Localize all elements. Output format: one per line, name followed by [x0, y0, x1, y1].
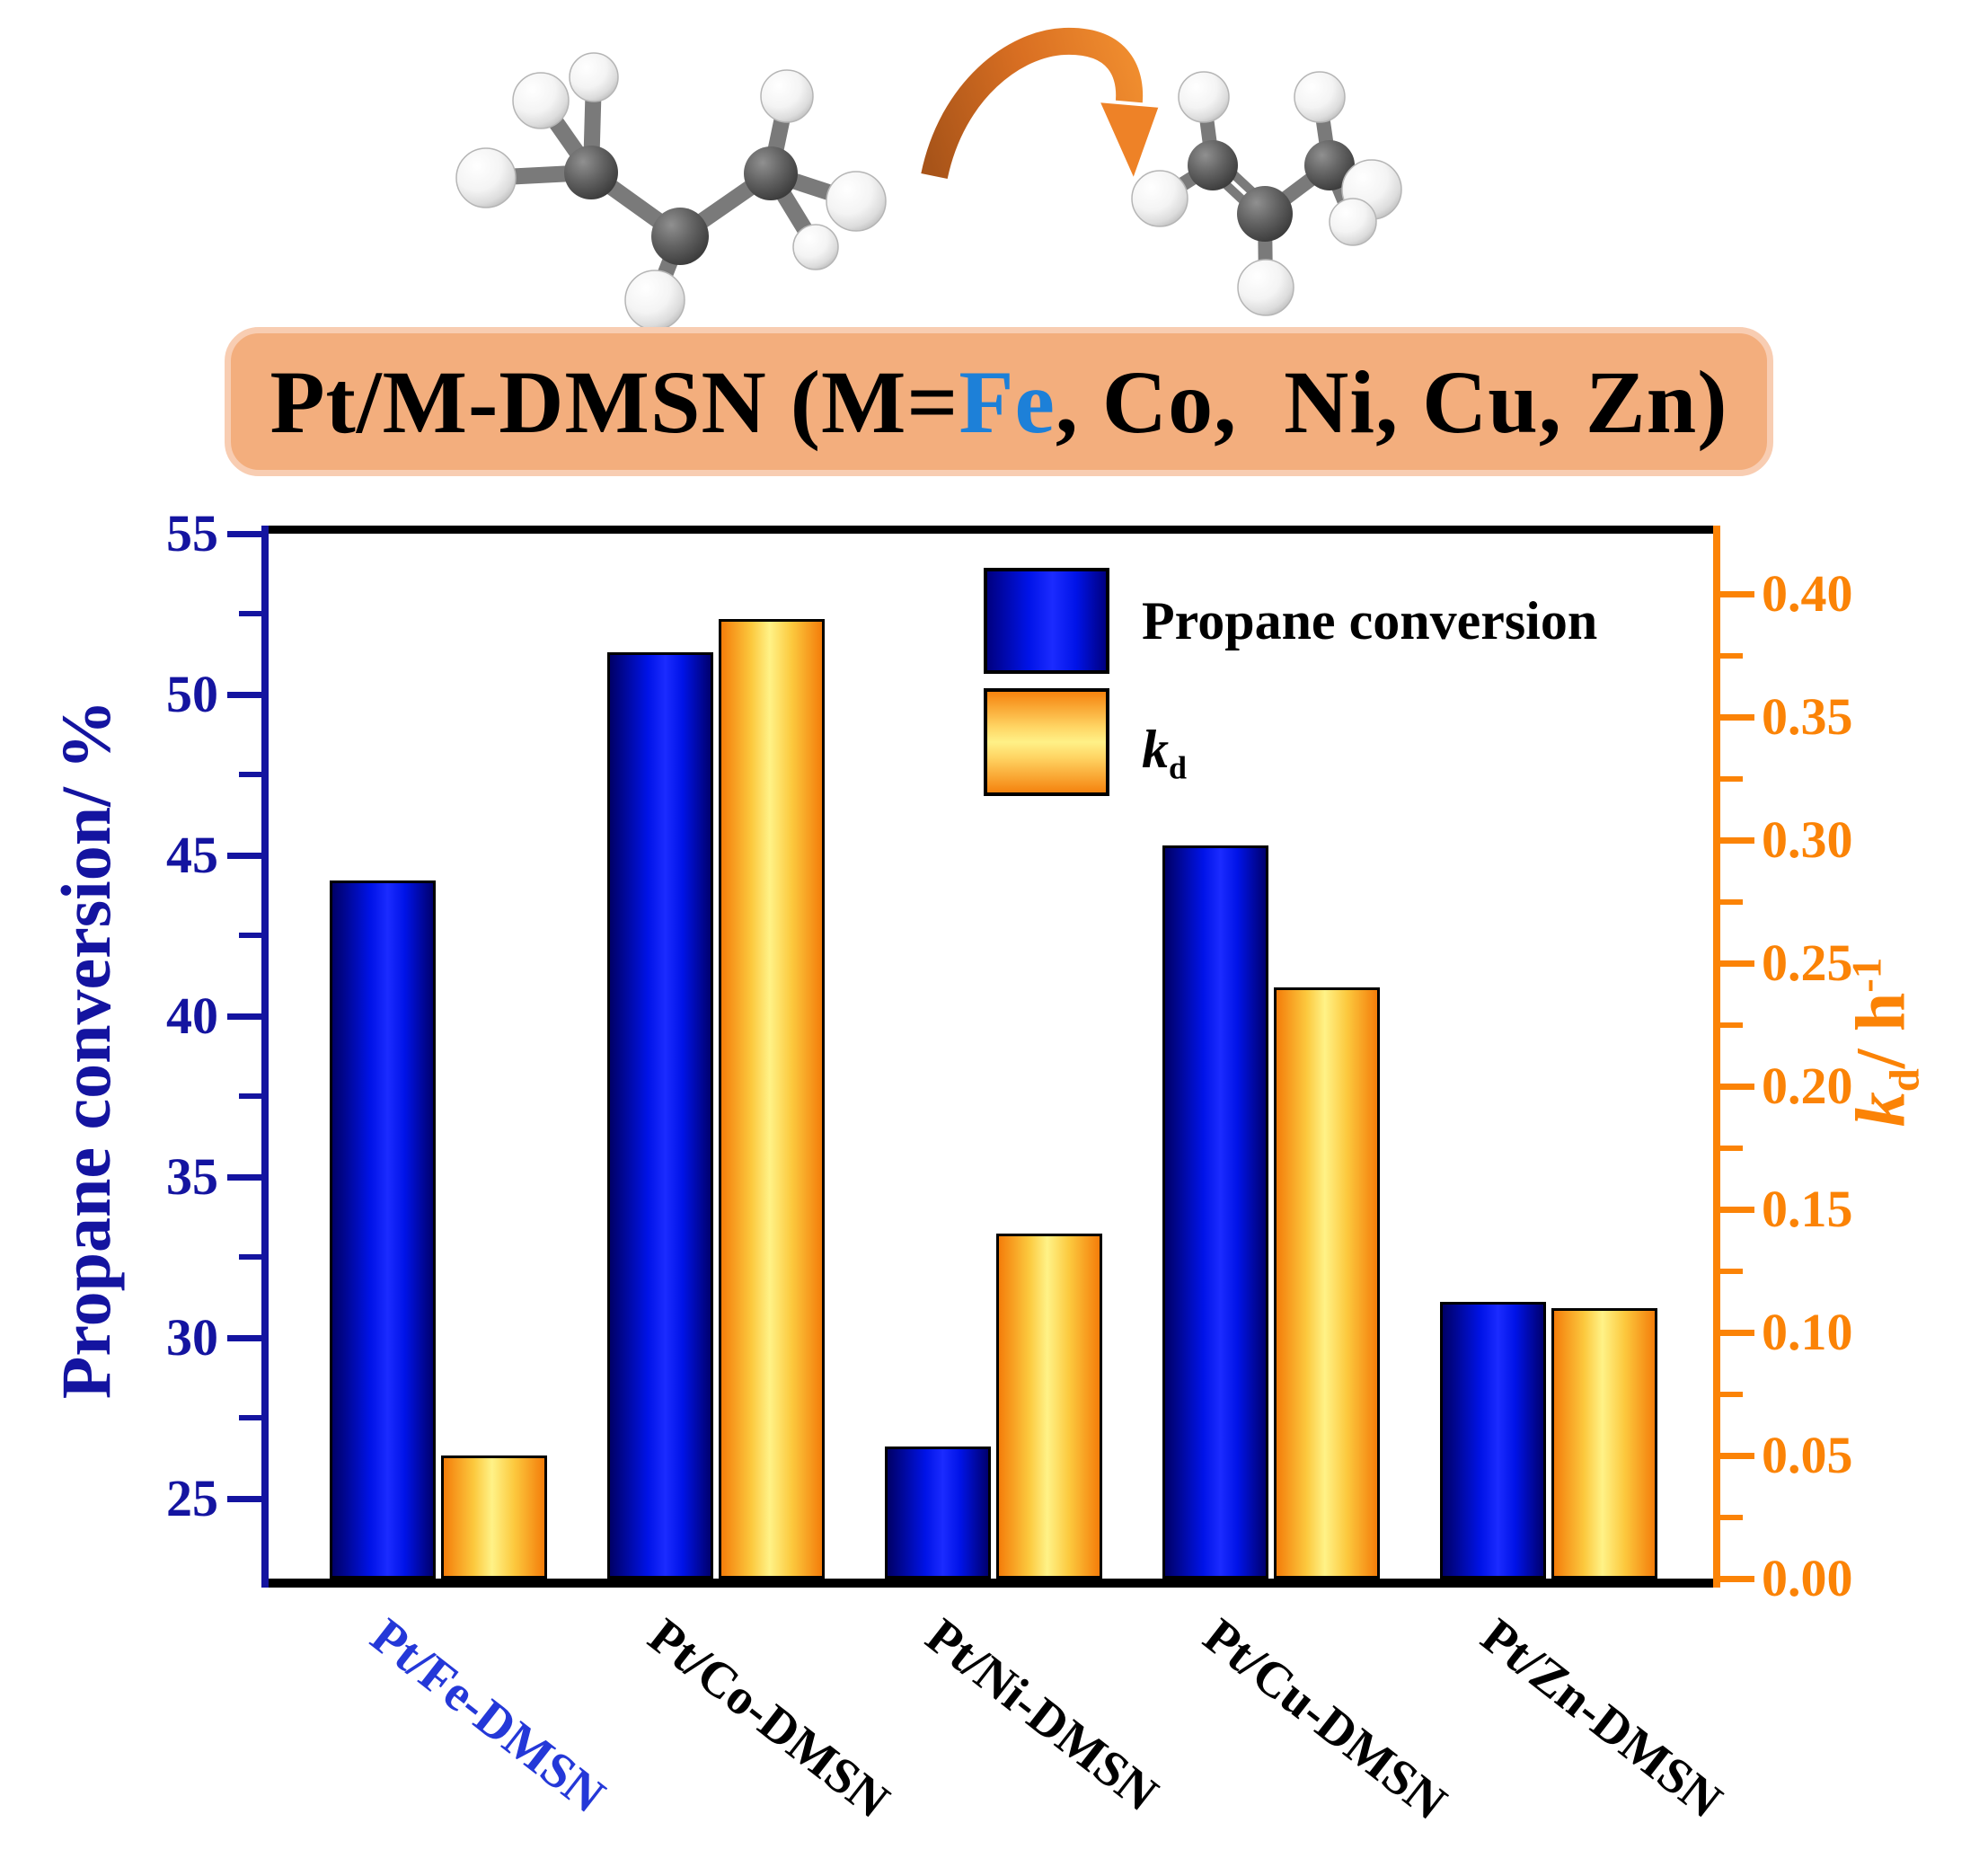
- top-spine: [261, 526, 1720, 534]
- left-axis-major-tick: [227, 691, 261, 698]
- right-axis-major-tick: [1720, 960, 1754, 968]
- right-axis-major-tick: [1720, 1576, 1754, 1582]
- reaction-scheme: [455, 20, 1402, 331]
- x-tick-label-pt-fe-dmsn: Pt/Fe-DMSN: [360, 1607, 615, 1825]
- propane-molecule: [455, 52, 887, 331]
- right-axis-minor-tick: [1720, 775, 1743, 782]
- right-axis-major-tick: [1720, 591, 1754, 598]
- propene-molecule: [1131, 71, 1402, 316]
- catalyst-banner: Pt/M-DMSN (M=Fe, Co, Ni, Cu, Zn): [225, 327, 1773, 476]
- right-axis-spine: [1713, 526, 1720, 1588]
- left-axis-minor-tick: [239, 1254, 261, 1261]
- right-axis-title: kd/ h-1: [1840, 958, 1929, 1128]
- right-axis-minor-tick: [1720, 898, 1743, 905]
- legend-swatch-propane-conversion: [984, 568, 1109, 674]
- right-axis-tick-label: 0.15: [1762, 1180, 1853, 1239]
- legend-label-kd: kd: [1142, 695, 1187, 801]
- propane-conversion-bar-pt-ni-dmsn: [885, 1447, 991, 1579]
- left-axis-major-tick: [227, 1495, 261, 1502]
- x-axis-spine: [261, 1579, 1720, 1588]
- propane-conversion-bar-pt-zn-dmsn: [1440, 1302, 1546, 1579]
- reaction-arrow-icon: [914, 20, 1163, 187]
- right-axis-minor-tick: [1720, 1268, 1743, 1274]
- left-axis-tick-label: 35: [166, 1146, 218, 1206]
- right-axis-minor-tick: [1720, 1391, 1743, 1397]
- x-tick-label-pt-ni-dmsn: Pt/Ni-DMSN: [915, 1607, 1169, 1823]
- kd-bar-pt-zn-dmsn: [1551, 1307, 1657, 1579]
- right-axis-major-tick: [1720, 1330, 1754, 1337]
- banner-metal-highlight: Fe: [959, 351, 1056, 452]
- right-axis-minor-tick: [1720, 1145, 1743, 1151]
- left-axis-tick-label: 50: [166, 664, 218, 723]
- left-axis-title: Propane conversion/ %: [47, 699, 125, 1400]
- left-axis-major-tick: [227, 852, 261, 859]
- legend-swatch-kd: [984, 688, 1109, 796]
- kd-subscript: d: [1881, 1068, 1929, 1093]
- banner-prefix: Pt/M-DMSN (M=: [269, 351, 959, 452]
- right-axis-minor-tick: [1720, 1022, 1743, 1028]
- right-axis-tick-label: 0.35: [1762, 687, 1853, 747]
- right-axis-tick-label: 0.10: [1762, 1303, 1853, 1362]
- left-axis-major-tick: [227, 531, 261, 537]
- right-axis-major-tick: [1720, 714, 1754, 721]
- left-axis-major-tick: [227, 1173, 261, 1181]
- left-axis-tick-label: 45: [166, 825, 218, 884]
- left-axis-minor-tick: [239, 1415, 261, 1421]
- left-axis-tick-label: 40: [166, 986, 218, 1045]
- right-axis-major-tick: [1720, 1207, 1754, 1214]
- left-axis-major-tick: [227, 1013, 261, 1020]
- right-axis-major-tick: [1720, 1453, 1754, 1459]
- left-axis-minor-tick: [239, 772, 261, 778]
- right-axis-tick-label: 0.30: [1762, 810, 1853, 870]
- kd-symbol: k: [1841, 1092, 1920, 1128]
- axis-title-exponent: -1: [1843, 957, 1891, 993]
- right-axis-tick-label: 0.20: [1762, 1057, 1853, 1116]
- left-axis-minor-tick: [239, 933, 261, 939]
- propane-conversion-bar-pt-cu-dmsn: [1162, 845, 1268, 1579]
- catalyst-banner-text: Pt/M-DMSN (M=Fe, Co, Ni, Cu, Zn): [269, 350, 1727, 454]
- right-axis-tick-label: 0.25: [1762, 933, 1853, 993]
- kd-bar-pt-ni-dmsn: [996, 1234, 1102, 1579]
- right-axis-minor-tick: [1720, 652, 1743, 659]
- left-axis-minor-tick: [239, 1093, 261, 1100]
- right-axis-minor-tick: [1720, 1514, 1743, 1520]
- kd-symbol: k: [1142, 720, 1169, 779]
- kd-bar-pt-fe-dmsn: [441, 1455, 547, 1579]
- x-tick-label-pt-zn-dmsn: Pt/Zn-DMSN: [1471, 1607, 1732, 1829]
- right-axis-tick-label: 0.00: [1762, 1549, 1853, 1607]
- kd-subscript: d: [1169, 749, 1188, 786]
- right-axis-tick-label: 0.05: [1762, 1426, 1853, 1484]
- kd-bar-pt-cu-dmsn: [1274, 987, 1380, 1579]
- x-tick-label-pt-cu-dmsn: Pt/Cu-DMSN: [1193, 1607, 1457, 1831]
- propane-conversion-bar-pt-co-dmsn: [607, 652, 713, 1579]
- legend-label-propane-conversion: Propane conversion: [1142, 591, 1598, 650]
- propane-conversion-bar-pt-fe-dmsn: [330, 880, 436, 1579]
- banner-suffix: , Co, Ni, Cu, Zn): [1055, 351, 1728, 452]
- left-axis-spine: [261, 526, 269, 1588]
- left-axis-major-tick: [227, 1334, 261, 1341]
- kd-bar-pt-co-dmsn: [719, 618, 825, 1579]
- right-axis-major-tick: [1720, 1084, 1754, 1091]
- left-axis-tick-label: 25: [166, 1468, 218, 1527]
- axis-title-units: / h: [1841, 992, 1920, 1069]
- right-axis-tick-label: 0.40: [1762, 564, 1853, 624]
- left-axis-minor-tick: [239, 611, 261, 617]
- left-axis-tick-label: 30: [166, 1307, 218, 1367]
- left-axis-tick-label: 55: [166, 504, 218, 562]
- right-axis-major-tick: [1720, 837, 1754, 845]
- x-tick-label-pt-co-dmsn: Pt/Co-DMSN: [638, 1607, 899, 1829]
- bar-chart-plot-area: Propane conversion kd 25 30 35 40 45 50 55 0.00…: [166, 506, 1853, 1831]
